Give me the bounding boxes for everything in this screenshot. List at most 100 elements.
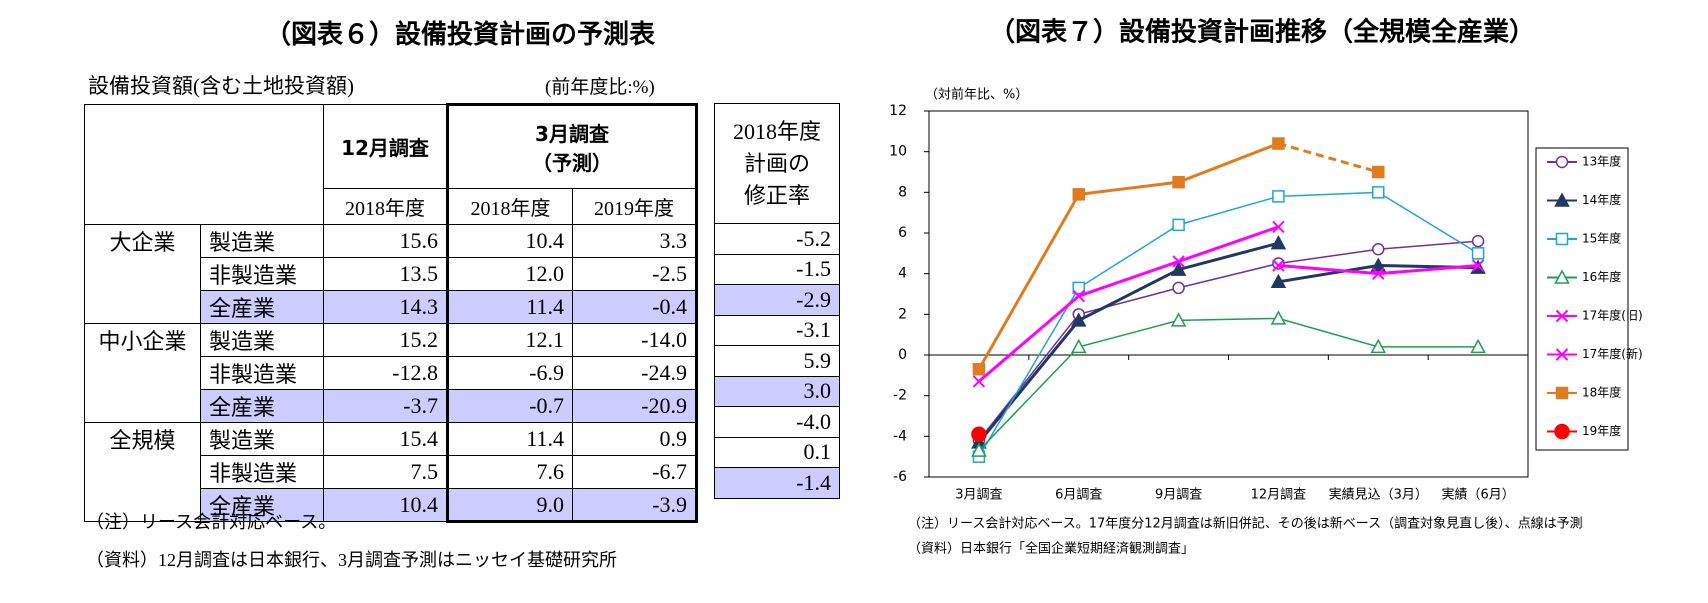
- y-axis-label: （対前年比、%）: [925, 87, 1028, 103]
- table-note: （資料）12月調査は日本銀行、3月調査予測はニッセイ基礎研究所: [86, 550, 617, 570]
- data-point: [1172, 255, 1185, 268]
- y-tick-label: 12: [889, 103, 907, 119]
- legend-label: 18年度: [1582, 385, 1621, 400]
- header-cell: [84, 104, 324, 225]
- y-tick-label: 10: [889, 144, 907, 160]
- data-point: [971, 442, 987, 457]
- legend-marker: [1555, 155, 1569, 169]
- table-row: 全規模 製造業 15.4 11.4 0.9: [84, 422, 698, 522]
- x-tick-label: 3月調査: [955, 488, 1002, 503]
- series-line: [1278, 142, 1379, 174]
- table-row: 非製造業 13.5 12.0 -2.5: [85, 257, 698, 291]
- data-point: [1272, 257, 1285, 270]
- header-text: 修正率: [743, 183, 810, 208]
- revision-cell: -4.0: [714, 406, 840, 438]
- value-cell: 11.4: [446, 422, 573, 456]
- revision-cell: -1.5: [714, 253, 840, 285]
- x-tick-label: 9月調査: [1155, 488, 1202, 503]
- value-cell: 15.6: [323, 224, 448, 258]
- data-point: [1270, 310, 1287, 325]
- value-cell: -0.4: [572, 290, 698, 324]
- revision-cell: 3.0: [714, 375, 840, 407]
- revision-cell: -3.1: [714, 314, 840, 346]
- value-cell: -2.5: [572, 257, 698, 291]
- value-cell: 3.3: [572, 224, 698, 258]
- table-row: 全産業 10.4 9.0 -3.9: [85, 488, 698, 523]
- header-text: 2018年度: [732, 119, 821, 144]
- value-cell: 11.4: [446, 290, 573, 324]
- group-cell: 大企業: [84, 224, 201, 324]
- legend-label: 16年度: [1582, 269, 1621, 284]
- legend-label: 14年度: [1582, 192, 1621, 207]
- table-row: 3.0: [714, 375, 840, 407]
- chart-note: （資料）日本銀行「全国企業短期経済観測調査」: [908, 541, 1194, 557]
- legend-marker: [1555, 309, 1569, 323]
- chart-note: （注）リース会計対応ベース。17年度分12月調査は新旧併記、その後は新ベース（調…: [908, 516, 1583, 532]
- data-point: [1170, 261, 1187, 276]
- data-point: [1372, 186, 1385, 199]
- table-row: -1.5: [714, 253, 840, 285]
- data-point: [1471, 259, 1485, 272]
- chart-title: （図表７）設備投資計画推移（全規模全産業）: [989, 17, 1535, 48]
- header-text: 計画の: [743, 151, 810, 176]
- y-tick-label: 6: [898, 225, 907, 241]
- series-line: [1278, 264, 1479, 284]
- y-tick-label: 2: [898, 306, 907, 322]
- legend-label: 15年度: [1582, 231, 1621, 246]
- year-cell: 2019年度: [572, 188, 698, 225]
- sector-cell: 非製造業: [200, 455, 324, 489]
- table-row: 中小企業 製造業 15.2 12.1 -14.0: [84, 323, 698, 423]
- sector-cell: 全産業: [200, 389, 324, 423]
- value-cell: 15.4: [323, 422, 448, 456]
- group-cell: 全規模: [84, 422, 201, 522]
- legend-marker: [1555, 386, 1569, 400]
- series-line: [978, 191, 1479, 458]
- table-title: （図表６）設備投資計画の予測表: [264, 20, 655, 50]
- data-point: [971, 434, 987, 449]
- data-point: [1372, 267, 1385, 280]
- revision-cell: -5.2: [714, 223, 840, 255]
- legend-label: 13年度: [1582, 154, 1621, 169]
- header-text: （予測）: [532, 151, 612, 175]
- data-point: [1072, 188, 1085, 201]
- header-cell: 12月調査: [323, 104, 448, 189]
- table-row: -2.9: [714, 284, 840, 316]
- value-cell: -3.9: [572, 488, 698, 523]
- x-tick-label: 6月調査: [1055, 488, 1102, 503]
- series-line: [977, 142, 1279, 370]
- table-note: （注）リース会計対応ベース。: [86, 512, 337, 532]
- header-text: 3月調査: [535, 122, 609, 146]
- y-tick-label: 8: [898, 184, 907, 200]
- value-cell: -6.7: [572, 455, 698, 489]
- data-point: [1270, 273, 1287, 289]
- data-point: [1170, 312, 1187, 327]
- table-row: 全産業 14.3 11.4 -0.4: [85, 290, 698, 324]
- y-tick-label: -6: [893, 469, 907, 485]
- forecast-table: 12月調査 3月調査 （予測） 2018年度 2018年度 2019年度 大企業 製造業 15.…: [84, 103, 698, 523]
- data-point: [1072, 281, 1085, 295]
- table-row: 非製造業 7.5 7.6 -6.7: [85, 455, 698, 489]
- value-cell: 13.5: [323, 257, 448, 291]
- value-cell: 10.4: [446, 224, 573, 258]
- header-row: 2018年度 2018年度 2019年度: [85, 188, 698, 225]
- table-unit: (前年度比:%): [545, 77, 655, 98]
- data-point: [1272, 137, 1285, 150]
- data-point: [972, 362, 986, 376]
- legend-marker: [1555, 348, 1569, 361]
- legend-marker: [1554, 269, 1570, 284]
- data-point: [1470, 338, 1486, 354]
- data-point: [1272, 220, 1285, 234]
- data-point: [1370, 257, 1387, 272]
- value-cell: -6.9: [446, 356, 573, 390]
- revision-cell: -2.9: [714, 284, 840, 316]
- table-row: 大企業 製造業 15.6 10.4 3.3: [84, 224, 698, 324]
- y-tick-label: 4: [898, 266, 907, 282]
- data-point: [1072, 289, 1085, 303]
- data-point: [972, 434, 986, 447]
- y-tick-label: -4: [893, 428, 907, 444]
- value-cell: 10.4: [323, 488, 448, 522]
- revision-cell: 5.9: [714, 345, 840, 377]
- series-line: [978, 317, 1479, 452]
- data-point: [1471, 234, 1485, 248]
